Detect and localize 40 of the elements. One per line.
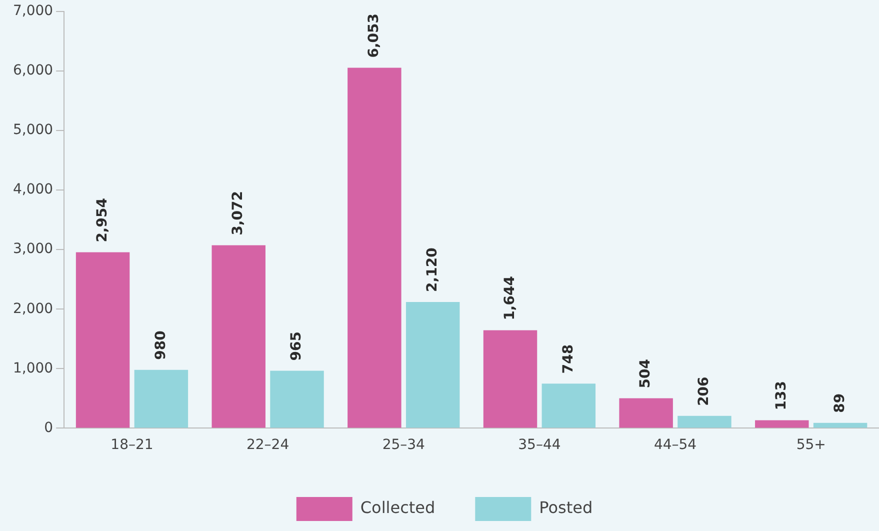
x-tick-label: 35–44 bbox=[518, 437, 561, 454]
data-label: 504 bbox=[638, 358, 654, 388]
legend-label: Posted bbox=[539, 498, 593, 518]
y-tick-label: 4,000 bbox=[12, 182, 54, 198]
bar bbox=[619, 398, 673, 428]
x-tick-label: 44–54 bbox=[654, 437, 697, 454]
y-tick-label: 5,000 bbox=[12, 122, 54, 138]
x-tick-label: 18–21 bbox=[110, 437, 154, 454]
bar bbox=[542, 384, 596, 428]
bar bbox=[134, 370, 188, 428]
data-label: 3,072 bbox=[230, 190, 246, 236]
y-tick-label: 7,000 bbox=[12, 3, 54, 20]
y-tick-label: 6,000 bbox=[12, 62, 54, 79]
data-label: 133 bbox=[774, 381, 790, 410]
bar bbox=[406, 302, 460, 428]
data-label: 2,120 bbox=[424, 247, 440, 292]
data-label: 6,053 bbox=[366, 13, 382, 58]
data-label: 748 bbox=[560, 344, 576, 374]
x-tick-label: 55+ bbox=[796, 437, 826, 454]
x-tick-label: 22–24 bbox=[246, 437, 290, 454]
bar bbox=[76, 252, 130, 428]
bar bbox=[678, 416, 732, 428]
data-label: 2,954 bbox=[94, 198, 110, 242]
y-tick-label: 2,000 bbox=[12, 300, 54, 317]
data-label: 1,644 bbox=[502, 276, 518, 320]
bar bbox=[483, 330, 538, 428]
x-tick-label: 25–34 bbox=[382, 437, 426, 454]
data-label: 206 bbox=[696, 376, 712, 406]
bar bbox=[755, 420, 809, 428]
bar bbox=[348, 68, 402, 428]
bar bbox=[270, 370, 324, 428]
y-tick-label: 0 bbox=[44, 420, 54, 436]
bar bbox=[212, 245, 266, 428]
data-label: 980 bbox=[152, 330, 169, 360]
legend-label: Collected bbox=[360, 498, 436, 518]
data-label: 89 bbox=[832, 393, 848, 413]
y-tick-label: 3,000 bbox=[12, 241, 54, 258]
bar bbox=[813, 422, 868, 428]
y-tick-label: 1,000 bbox=[12, 360, 54, 376]
data-label: 965 bbox=[288, 332, 305, 361]
